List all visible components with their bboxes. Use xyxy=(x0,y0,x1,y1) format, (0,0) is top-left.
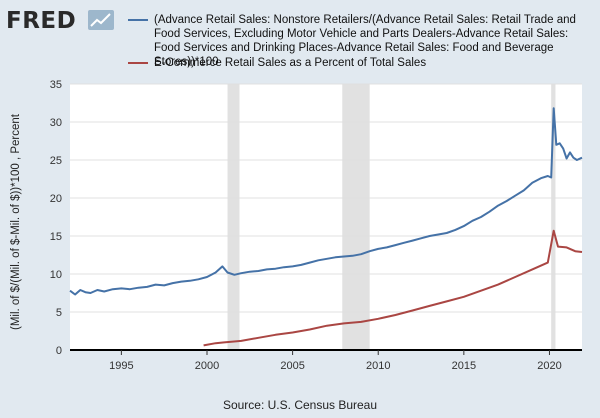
recession-shading-group xyxy=(227,84,556,350)
y-tick-label-25: 25 xyxy=(50,155,62,167)
series-line-1 xyxy=(69,107,583,296)
recession-band-2 xyxy=(342,84,370,350)
source-note: Source: U.S. Census Bureau xyxy=(222,398,378,412)
y-tick-label-15: 15 xyxy=(50,231,62,243)
legend-label-series-1: (Advance Retail Sales: Nonstore Retailer… xyxy=(154,14,576,68)
legend-swatch-series-1 xyxy=(128,19,148,21)
axes: 0 5 10 15 20 25 30 35 1995 2000 2005 2010 2015 2020 xyxy=(50,79,582,372)
series-lines xyxy=(69,107,583,347)
x-tick-label-1995: 1995 xyxy=(109,360,133,372)
recession-band-3 xyxy=(551,84,556,350)
recession-band-1 xyxy=(227,84,240,350)
y-tick-label-0: 0 xyxy=(56,345,62,357)
legend-label-series-2: E-Commerce Retail Sales as a Percent of … xyxy=(154,57,427,69)
series-line-2 xyxy=(203,229,583,347)
legend-item-series-2[interactable]: E-Commerce Retail Sales as a Percent of … xyxy=(128,56,594,70)
x-tick-label-2015: 2015 xyxy=(452,360,476,372)
grid-lines xyxy=(70,83,582,313)
y-tick-label-10: 10 xyxy=(50,269,62,281)
x-tick-label-2010: 2010 xyxy=(366,360,390,372)
legend-swatch-series-2 xyxy=(128,62,148,64)
fred-logo[interactable]: FRED xyxy=(6,8,77,34)
x-tick-label-2000: 2000 xyxy=(195,360,219,372)
y-tick-label-20: 20 xyxy=(50,193,62,205)
y-tick-label-30: 30 xyxy=(50,117,62,129)
fred-logo-chart-icon xyxy=(88,10,114,30)
y-tick-label-35: 35 xyxy=(50,79,62,91)
plot-background xyxy=(70,84,582,350)
y-tick-label-5: 5 xyxy=(56,307,62,319)
plot-area[interactable] xyxy=(70,84,582,350)
legend-item-series-1[interactable]: (Advance Retail Sales: Nonstore Retailer… xyxy=(128,13,594,69)
x-tick-label-2020: 2020 xyxy=(537,360,561,372)
x-tick-label-2005: 2005 xyxy=(280,360,304,372)
